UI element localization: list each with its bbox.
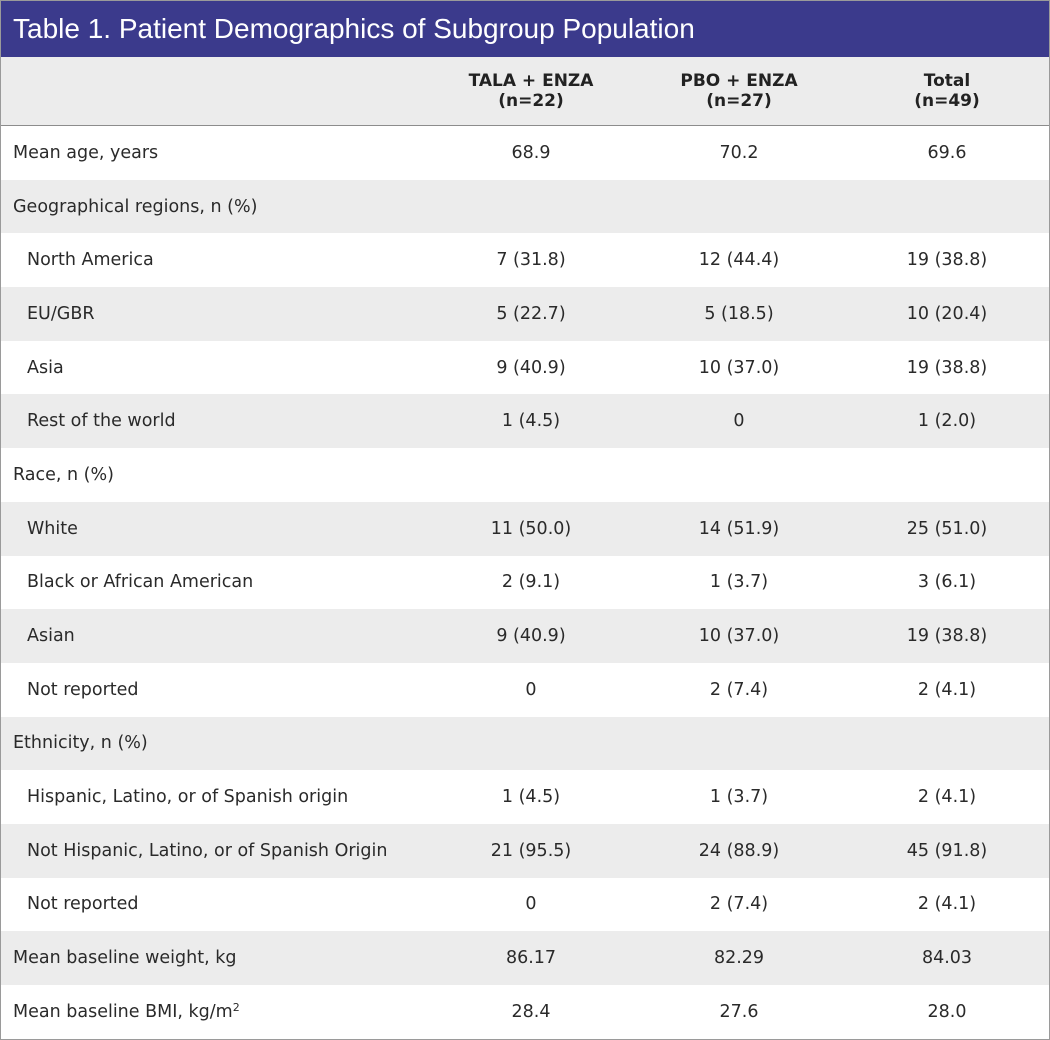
row-section-label: Race, n (%) xyxy=(13,464,114,485)
row-label: White xyxy=(27,518,78,539)
header-blank-cell xyxy=(1,57,427,125)
table-title: Table 1. Patient Demographics of Subgrou… xyxy=(1,1,1049,57)
row-section-label: Geographical regions, n (%) xyxy=(13,196,258,217)
row-label: Not Hispanic, Latino, or of Spanish Orig… xyxy=(27,840,388,861)
cell-tala-enza: 11 (50.0) xyxy=(490,518,572,539)
cell-tala-enza: 0 xyxy=(525,679,537,700)
row-race: Race, n (%) xyxy=(1,448,1049,502)
cell-pbo-enza: 10 (37.0) xyxy=(698,626,780,647)
row-label: Not reported xyxy=(27,894,139,915)
cell-pbo-enza: 70.2 xyxy=(719,142,759,163)
cell-tala-enza: 28.4 xyxy=(511,1001,551,1022)
row-rest-of-world: Rest of the world 1 (4.5) 0 1 (2.0) xyxy=(1,394,1049,449)
cell-total: 1 (2.0) xyxy=(917,411,977,432)
cell-total: 2 (4.1) xyxy=(917,787,977,808)
cell-pbo-enza: 1 (3.7) xyxy=(709,572,769,593)
cell-total: 10 (20.4) xyxy=(906,303,988,324)
cell-tala-enza: 2 (9.1) xyxy=(501,572,561,593)
cell-total: 45 (91.8) xyxy=(906,840,988,861)
row-label: Mean baseline weight, kg xyxy=(13,948,237,969)
row-label: Hispanic, Latino, or of Spanish origin xyxy=(27,787,349,808)
header-col-n: (n=27) xyxy=(706,91,772,111)
cell-pbo-enza: 12 (44.4) xyxy=(698,250,780,271)
row-north-america: North America 7 (31.8) 12 (44.4) 19 (38.… xyxy=(1,233,1049,287)
row-race-not-reported: Not reported 0 2 (7.4) 2 (4.1) xyxy=(1,663,1049,717)
cell-pbo-enza: 2 (7.4) xyxy=(709,894,769,915)
row-label: Asian xyxy=(27,626,75,647)
row-ethnicity: Ethnicity, n (%) xyxy=(1,716,1049,771)
cell-total: 19 (38.8) xyxy=(906,357,988,378)
row-label: Asia xyxy=(27,357,64,378)
cell-total: 28.0 xyxy=(927,1001,967,1022)
header-col-name: PBO + ENZA xyxy=(680,71,798,91)
cell-tala-enza: 86.17 xyxy=(505,948,557,969)
cell-tala-enza: 9 (40.9) xyxy=(496,626,566,647)
row-mean-baseline-weight: Mean baseline weight, kg 86.17 82.29 84.… xyxy=(1,931,1049,985)
cell-total: 69.6 xyxy=(927,142,967,163)
cell-pbo-enza: 10 (37.0) xyxy=(698,357,780,378)
row-label: Mean baseline BMI, kg/m xyxy=(13,1002,233,1023)
row-black-african-american: Black or African American 2 (9.1) 1 (3.7… xyxy=(1,556,1049,610)
header-col-name: Total xyxy=(923,71,971,91)
cell-tala-enza: 68.9 xyxy=(511,142,551,163)
cell-total: 3 (6.1) xyxy=(917,572,977,593)
cell-pbo-enza: 2 (7.4) xyxy=(709,679,769,700)
cell-pbo-enza: 0 xyxy=(733,411,745,432)
header-col-pbo-enza: PBO + ENZA (n=27) xyxy=(635,57,843,125)
header-col-tala-enza: TALA + ENZA (n=22) xyxy=(427,57,635,125)
row-not-hispanic: Not Hispanic, Latino, or of Spanish Orig… xyxy=(1,823,1049,878)
cell-total: 19 (38.8) xyxy=(906,250,988,271)
table-body: Mean age, years 68.9 70.2 69.6 Geographi… xyxy=(1,126,1049,1039)
row-section-label: Ethnicity, n (%) xyxy=(13,733,148,754)
header-col-total: Total (n=49) xyxy=(843,57,1050,125)
row-label-container: Mean baseline BMI, kg/m2 xyxy=(1,1001,427,1022)
cell-tala-enza: 21 (95.5) xyxy=(490,840,572,861)
row-label: Not reported xyxy=(27,679,139,700)
row-label: Rest of the world xyxy=(27,411,176,432)
cell-total: 19 (38.8) xyxy=(906,626,988,647)
row-mean-baseline-bmi: Mean baseline BMI, kg/m2 28.4 27.6 28.0 xyxy=(1,985,1049,1039)
header-col-n: (n=49) xyxy=(914,91,980,111)
cell-pbo-enza: 14 (51.9) xyxy=(698,518,780,539)
cell-tala-enza: 0 xyxy=(525,894,537,915)
cell-pbo-enza: 82.29 xyxy=(713,948,765,969)
row-label: North America xyxy=(27,250,154,271)
cell-total: 2 (4.1) xyxy=(917,679,977,700)
row-geographical-regions: Geographical regions, n (%) xyxy=(1,179,1049,234)
cell-tala-enza: 5 (22.7) xyxy=(496,303,566,324)
cell-total: 84.03 xyxy=(921,948,973,969)
cell-tala-enza: 7 (31.8) xyxy=(496,250,566,271)
cell-pbo-enza: 27.6 xyxy=(719,1001,759,1022)
row-white: White 11 (50.0) 14 (51.9) 25 (51.0) xyxy=(1,501,1049,556)
row-mean-age: Mean age, years 68.9 70.2 69.6 xyxy=(1,126,1049,180)
row-ethnicity-not-reported: Not reported 0 2 (7.4) 2 (4.1) xyxy=(1,878,1049,932)
cell-tala-enza: 1 (4.5) xyxy=(501,411,561,432)
row-label: Mean age, years xyxy=(13,142,159,163)
cell-tala-enza: 9 (40.9) xyxy=(496,357,566,378)
cell-pbo-enza: 1 (3.7) xyxy=(709,787,769,808)
table-header-row: TALA + ENZA (n=22) PBO + ENZA (n=27) Tot… xyxy=(1,57,1049,126)
row-eu-gbr: EU/GBR 5 (22.7) 5 (18.5) 10 (20.4) xyxy=(1,287,1049,341)
cell-pbo-enza: 5 (18.5) xyxy=(704,303,774,324)
row-hispanic: Hispanic, Latino, or of Spanish origin 1… xyxy=(1,770,1049,824)
cell-tala-enza: 1 (4.5) xyxy=(501,787,561,808)
cell-pbo-enza: 24 (88.9) xyxy=(698,840,780,861)
row-asian: Asian 9 (40.9) 10 (37.0) 19 (38.8) xyxy=(1,609,1049,663)
row-label: Black or African American xyxy=(27,572,254,593)
cell-total: 25 (51.0) xyxy=(906,518,988,539)
row-asia: Asia 9 (40.9) 10 (37.0) 19 (38.8) xyxy=(1,341,1049,395)
superscript-two: 2 xyxy=(232,1001,240,1015)
row-label: EU/GBR xyxy=(27,303,95,324)
header-col-name: TALA + ENZA xyxy=(468,71,594,91)
cell-total: 2 (4.1) xyxy=(917,894,977,915)
header-col-n: (n=22) xyxy=(498,91,564,111)
